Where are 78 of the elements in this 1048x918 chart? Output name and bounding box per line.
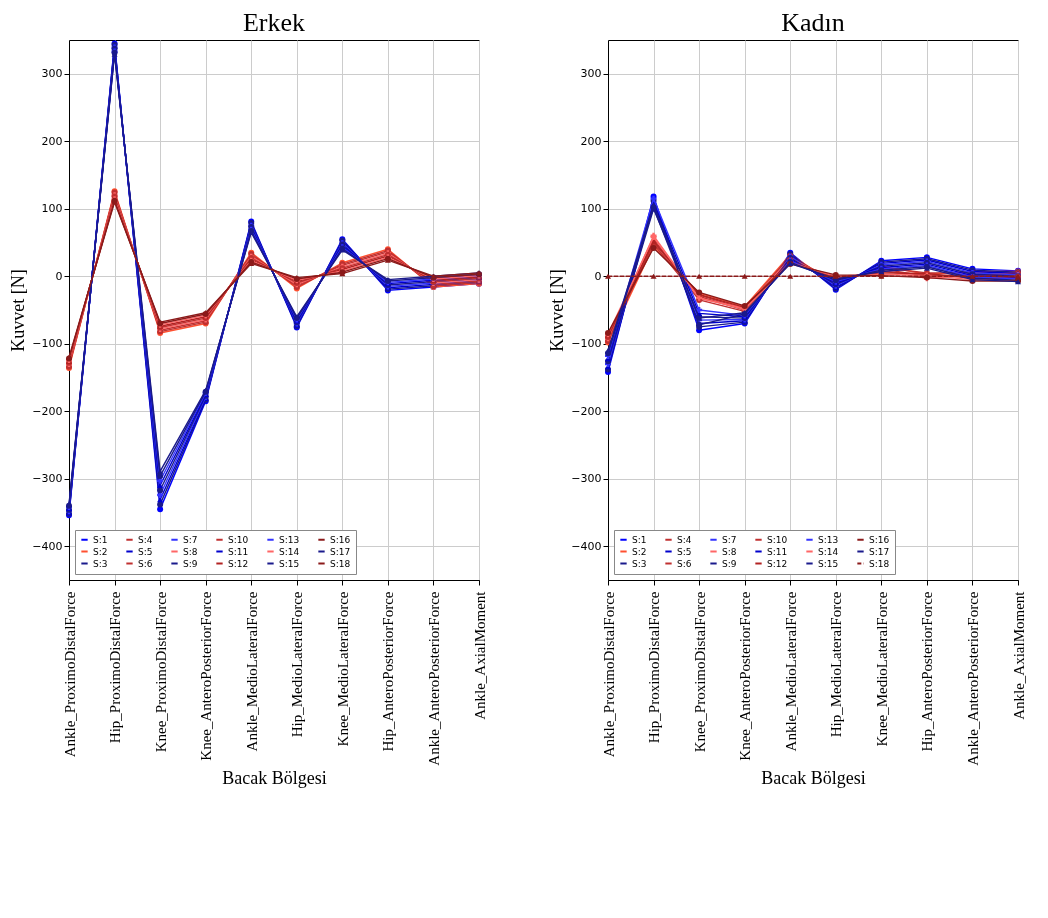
legend-label: S:1 bbox=[632, 534, 647, 545]
y-tick-label: −400 bbox=[571, 539, 602, 553]
x-tick-label: Hip_ProximoDistalForce bbox=[107, 591, 124, 744]
legend-label: S:9 bbox=[183, 558, 198, 569]
x-tick-label: Hip_ProximoDistalForce bbox=[646, 591, 663, 744]
legend-label: S:7 bbox=[722, 534, 737, 545]
y-tick-label: 0 bbox=[594, 269, 602, 283]
x-tick-label: Ankle_AnteroPosteriorForce bbox=[425, 591, 442, 766]
y-tick-label: 300 bbox=[580, 67, 602, 81]
y-tick-label: 300 bbox=[41, 67, 63, 81]
legend-label: S:18 bbox=[330, 558, 351, 569]
legend-label: S:15 bbox=[279, 558, 300, 569]
legend-label: S:17 bbox=[330, 546, 351, 557]
legend-label: S:4 bbox=[677, 534, 692, 545]
legend-label: S:13 bbox=[279, 534, 300, 545]
legend-label: S:11 bbox=[767, 546, 788, 557]
legend-label: S:4 bbox=[138, 534, 153, 545]
y-tick-label: 200 bbox=[41, 134, 63, 148]
x-axis-title: Bacak Bölgesi bbox=[761, 767, 866, 788]
legend-label: S:6 bbox=[138, 558, 153, 569]
chart-title: Erkek bbox=[242, 8, 306, 37]
legend-label: S:13 bbox=[818, 534, 839, 545]
legend-label: S:10 bbox=[228, 534, 249, 545]
legend-label: S:10 bbox=[767, 534, 788, 545]
y-tick-label: −400 bbox=[32, 539, 63, 553]
legend-label: S:3 bbox=[632, 558, 647, 569]
legend-label: S:14 bbox=[818, 546, 839, 557]
legend-label: S:17 bbox=[869, 546, 890, 557]
legend-label: S:5 bbox=[677, 546, 692, 557]
legend-label: S:8 bbox=[722, 546, 737, 557]
x-tick-label: Knee_MedioLateralForce bbox=[334, 591, 351, 747]
legend-label: S:9 bbox=[722, 558, 737, 569]
y-tick-label: −200 bbox=[32, 404, 63, 418]
x-tick-label: Knee_ProximoDistalForce bbox=[691, 591, 708, 753]
x-tick-label: Ankle_AnteroPosteriorForce bbox=[964, 591, 981, 766]
x-tick-label: Ankle_ProximoDistalForce bbox=[600, 591, 617, 758]
legend-label: S:3 bbox=[93, 558, 108, 569]
legend-label: S:1 bbox=[93, 534, 108, 545]
legend-label: S:7 bbox=[183, 534, 198, 545]
legend-label: S:8 bbox=[183, 546, 198, 557]
y-tick-label: 100 bbox=[580, 202, 602, 216]
x-axis-title: Bacak Bölgesi bbox=[222, 767, 327, 788]
x-tick-label: Knee_MedioLateralForce bbox=[873, 591, 890, 747]
y-tick-label: 200 bbox=[580, 134, 602, 148]
x-tick-label: Ankle_MedioLateralForce bbox=[243, 591, 260, 752]
legend-label: S:2 bbox=[632, 546, 647, 557]
x-tick-label: Hip_MedioLateralForce bbox=[828, 591, 845, 738]
y-tick-label: −300 bbox=[571, 472, 602, 486]
legend-label: S:14 bbox=[279, 546, 300, 557]
x-tick-label: Knee_AnteroPosteriorForce bbox=[198, 591, 215, 761]
x-tick-label: Hip_AnteroPosteriorForce bbox=[380, 591, 397, 752]
y-tick-label: −200 bbox=[571, 404, 602, 418]
legend-label: S:12 bbox=[228, 558, 249, 569]
legend-label: S:11 bbox=[228, 546, 249, 557]
legend-label: S:18 bbox=[869, 558, 890, 569]
y-tick-label: 100 bbox=[41, 202, 63, 216]
x-tick-label: Ankle_ProximoDistalForce bbox=[61, 591, 78, 758]
x-tick-label: Hip_AnteroPosteriorForce bbox=[919, 591, 936, 752]
y-tick-label: −300 bbox=[32, 472, 63, 486]
x-tick-label: Knee_AnteroPosteriorForce bbox=[737, 591, 754, 761]
y-tick-label: 0 bbox=[55, 269, 63, 283]
legend-label: S:5 bbox=[138, 546, 153, 557]
legend-label: S:16 bbox=[330, 534, 351, 545]
x-tick-label: Knee_ProximoDistalForce bbox=[152, 591, 169, 753]
y-tick-label: −100 bbox=[32, 337, 63, 351]
x-tick-label: Ankle_AxialMoment bbox=[1010, 590, 1027, 720]
legend-label: S:16 bbox=[869, 534, 890, 545]
y-axis-title: Kuvvet [N] bbox=[547, 269, 568, 352]
y-tick-label: −100 bbox=[571, 337, 602, 351]
chart-title: Kadın bbox=[781, 8, 845, 37]
x-tick-label: Ankle_MedioLateralForce bbox=[782, 591, 799, 752]
x-tick-label: Ankle_AxialMoment bbox=[471, 590, 488, 720]
x-tick-label: Hip_MedioLateralForce bbox=[289, 591, 306, 738]
legend-label: S:2 bbox=[93, 546, 108, 557]
y-axis-title: Kuvvet [N] bbox=[8, 269, 29, 352]
legend-label: S:12 bbox=[767, 558, 788, 569]
legend-label: S:6 bbox=[677, 558, 692, 569]
legend-label: S:15 bbox=[818, 558, 839, 569]
